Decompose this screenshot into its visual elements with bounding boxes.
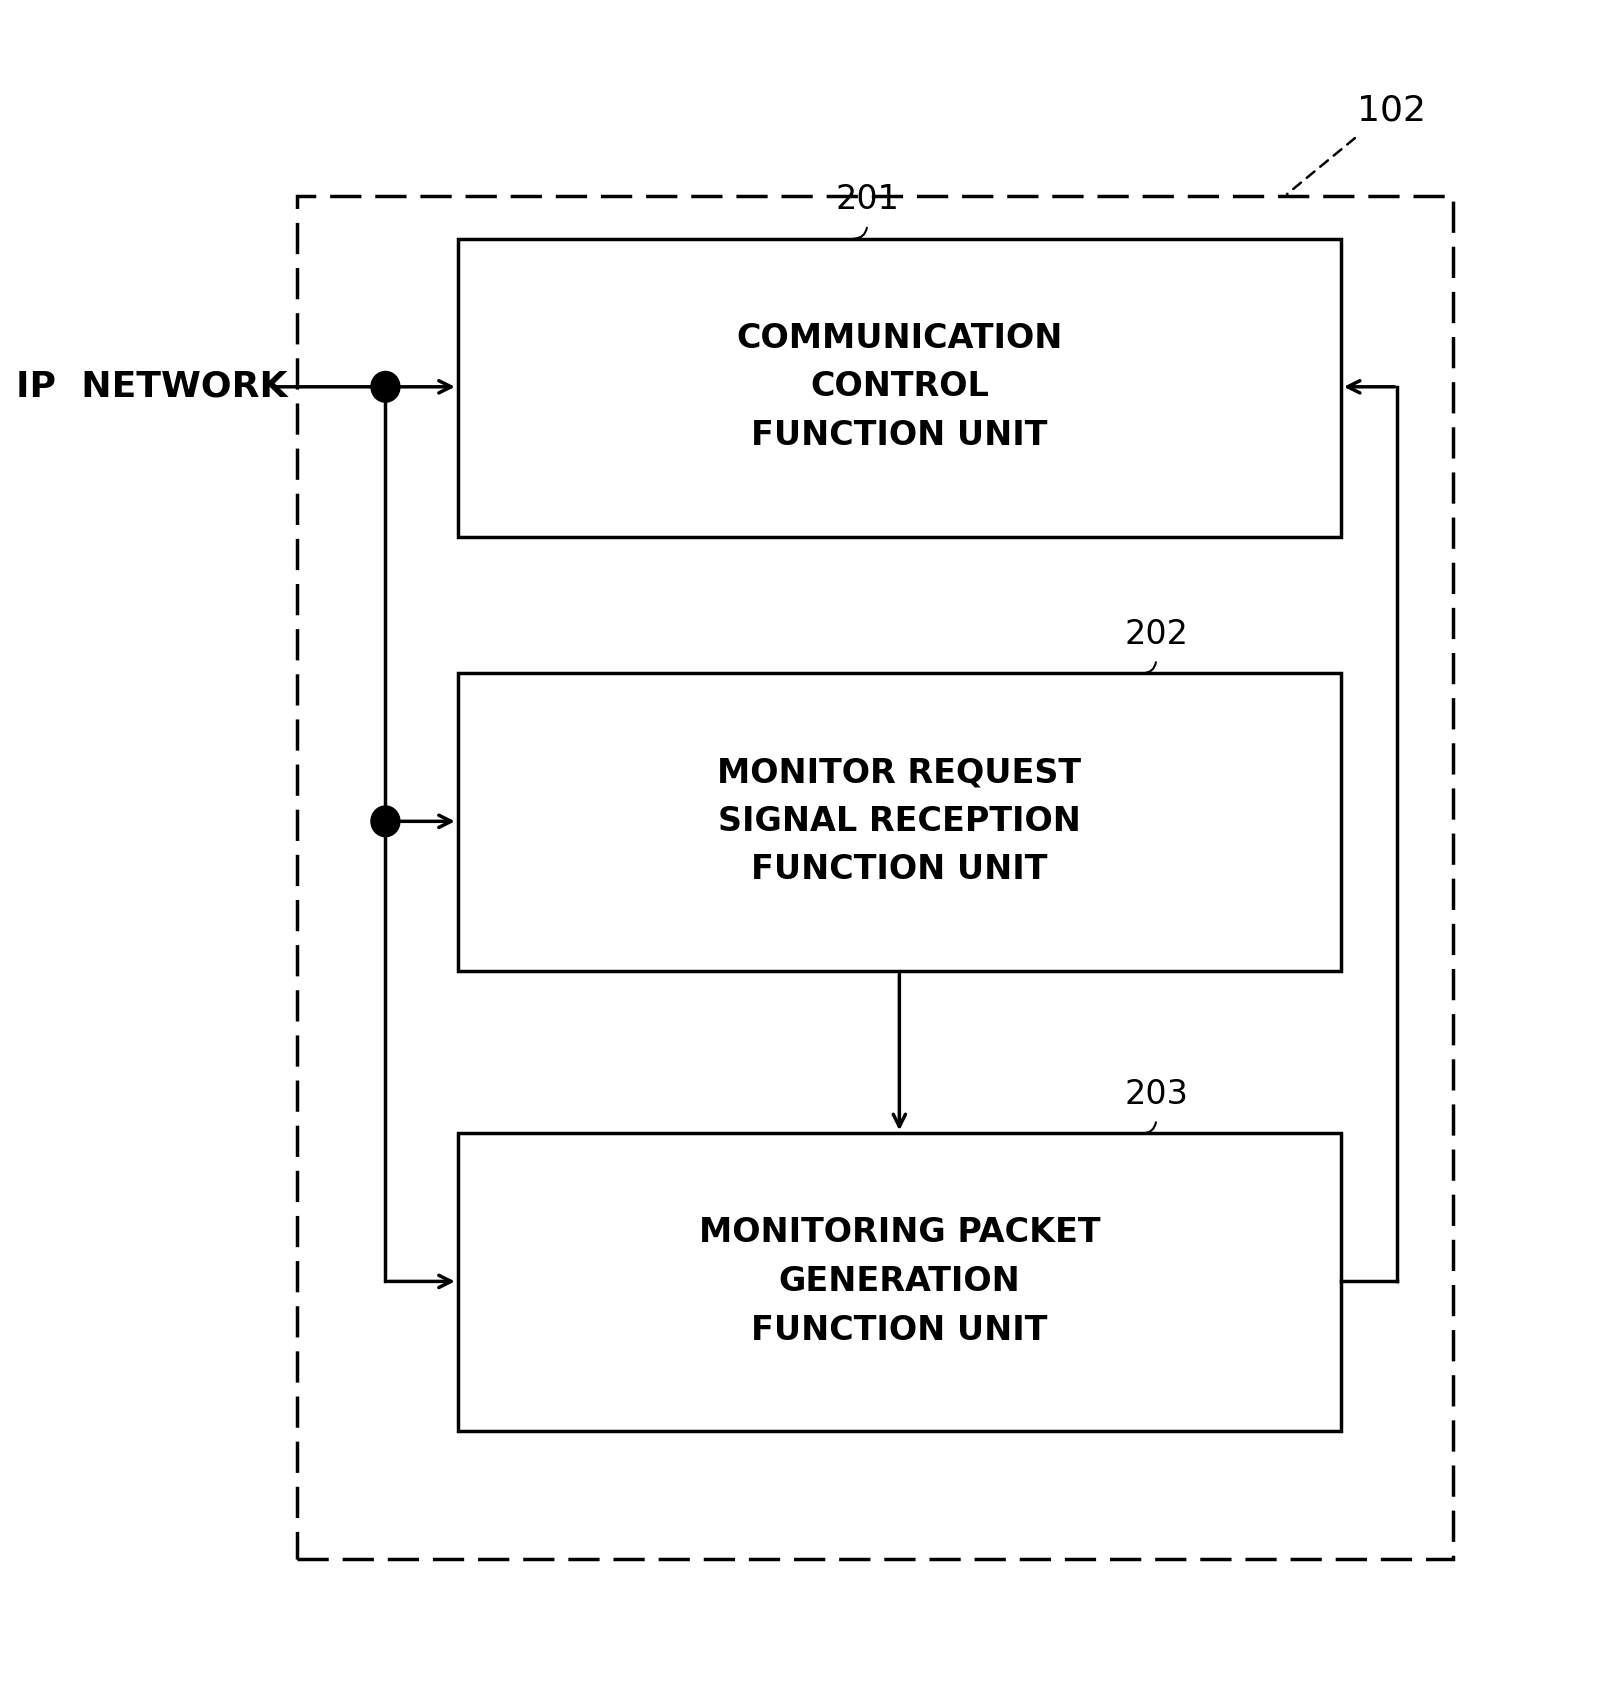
Text: 203: 203	[1124, 1079, 1188, 1111]
Text: 202: 202	[1124, 619, 1188, 651]
Text: COMMUNICATION
CONTROL
FUNCTION UNIT: COMMUNICATION CONTROL FUNCTION UNIT	[735, 322, 1063, 452]
Text: 102: 102	[1356, 94, 1425, 128]
Bar	[457, 1133, 1340, 1431]
Circle shape	[371, 371, 400, 402]
Text: MONITOR REQUEST
SIGNAL RECEPTION
FUNCTION UNIT: MONITOR REQUEST SIGNAL RECEPTION FUNCTIO…	[717, 757, 1080, 886]
Bar	[457, 239, 1340, 537]
Bar	[297, 196, 1453, 1559]
Text: IP  NETWORK: IP NETWORK	[16, 370, 287, 404]
Text: 201: 201	[835, 184, 899, 216]
Bar	[457, 673, 1340, 971]
Circle shape	[371, 806, 400, 837]
Text: MONITORING PACKET
GENERATION
FUNCTION UNIT: MONITORING PACKET GENERATION FUNCTION UN…	[698, 1217, 1099, 1346]
